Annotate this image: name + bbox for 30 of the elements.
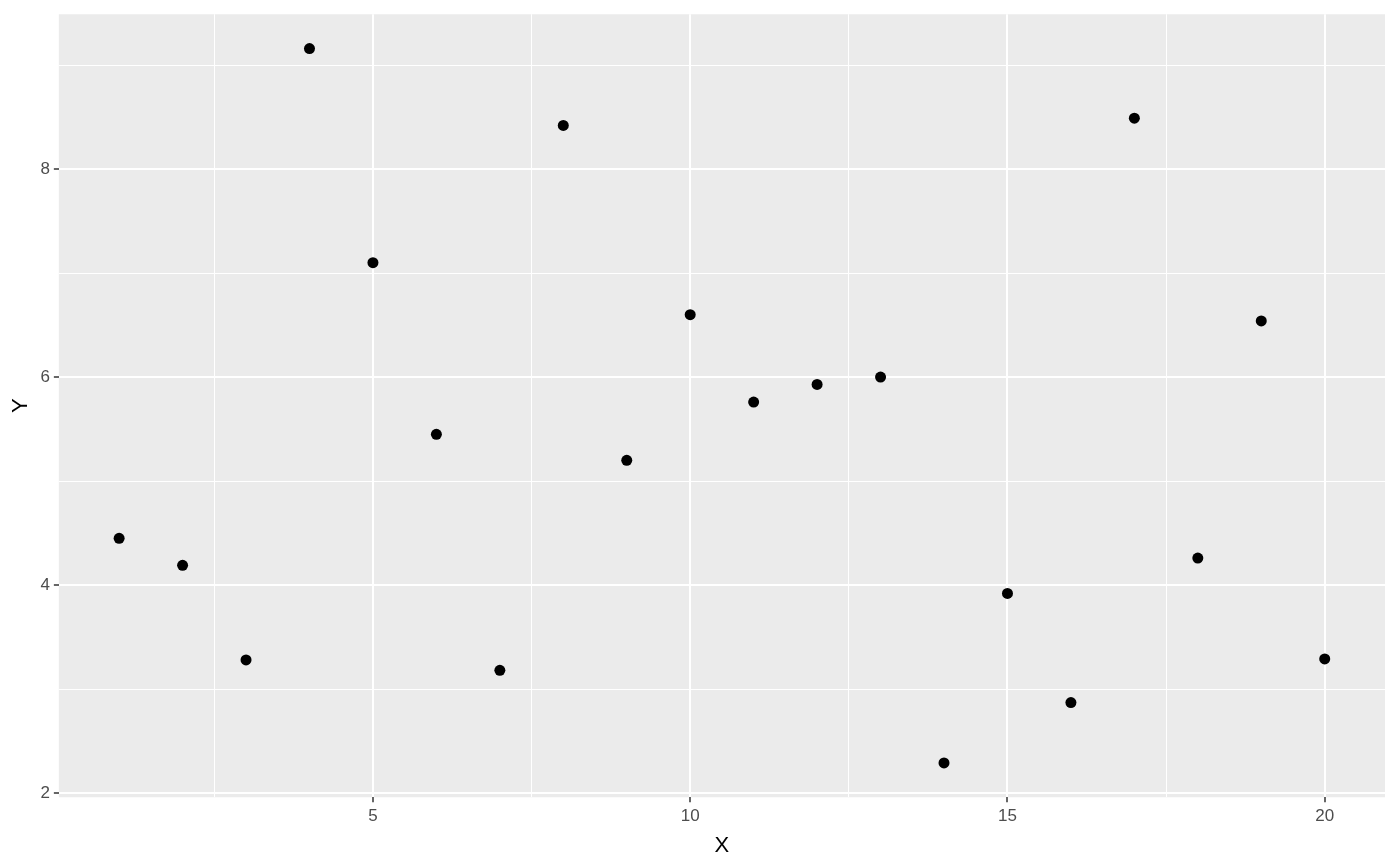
point — [811, 378, 823, 390]
point — [875, 371, 887, 383]
x-tick-label: 20 — [1315, 806, 1335, 826]
point — [240, 654, 252, 666]
y-tick-label: 4 — [40, 574, 50, 594]
y-tick-label: 6 — [40, 366, 50, 386]
point — [557, 119, 569, 131]
y-tick-label: 2 — [40, 782, 50, 802]
point — [303, 43, 315, 55]
x-tick-label: 10 — [680, 806, 700, 826]
point — [367, 257, 379, 269]
point — [1255, 315, 1267, 327]
point — [684, 309, 696, 321]
y-axis-title: Y — [7, 398, 33, 414]
point — [748, 396, 760, 408]
x-axis-title: X — [714, 831, 730, 857]
point — [177, 559, 189, 571]
point — [430, 428, 442, 440]
x-tick-label: 5 — [368, 806, 378, 826]
point — [1001, 587, 1013, 599]
x-tick-label: 15 — [998, 806, 1017, 826]
point — [113, 532, 125, 544]
point — [938, 757, 950, 769]
point — [494, 664, 506, 676]
y-tick-label: 8 — [40, 158, 50, 178]
point — [1192, 552, 1204, 564]
point — [1128, 112, 1140, 124]
point — [1319, 653, 1331, 665]
point — [621, 454, 633, 466]
point — [1065, 697, 1077, 709]
